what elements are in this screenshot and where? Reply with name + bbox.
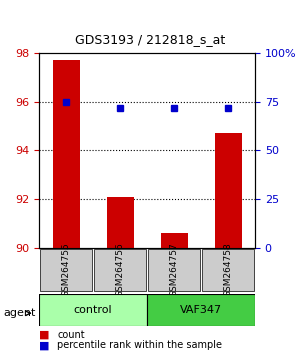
Text: VAF347: VAF347 — [180, 305, 222, 315]
Bar — [160, 233, 188, 248]
Text: GSM264758: GSM264758 — [224, 242, 232, 297]
Text: GSM264755: GSM264755 — [61, 242, 70, 297]
Text: GSM264757: GSM264757 — [169, 242, 178, 297]
Bar — [214, 133, 242, 248]
Text: GDS3193 / 212818_s_at: GDS3193 / 212818_s_at — [75, 33, 225, 46]
FancyBboxPatch shape — [147, 294, 255, 326]
Bar — [52, 61, 80, 248]
Text: ■: ■ — [39, 330, 50, 339]
Text: control: control — [74, 305, 112, 315]
Text: percentile rank within the sample: percentile rank within the sample — [57, 340, 222, 350]
Text: agent: agent — [3, 308, 35, 318]
Bar — [106, 197, 134, 248]
FancyBboxPatch shape — [148, 249, 200, 291]
FancyBboxPatch shape — [94, 249, 146, 291]
Text: ■: ■ — [39, 340, 50, 350]
Text: GSM264756: GSM264756 — [116, 242, 124, 297]
FancyBboxPatch shape — [39, 294, 147, 326]
Text: count: count — [57, 330, 85, 339]
FancyBboxPatch shape — [202, 249, 254, 291]
FancyBboxPatch shape — [40, 249, 92, 291]
